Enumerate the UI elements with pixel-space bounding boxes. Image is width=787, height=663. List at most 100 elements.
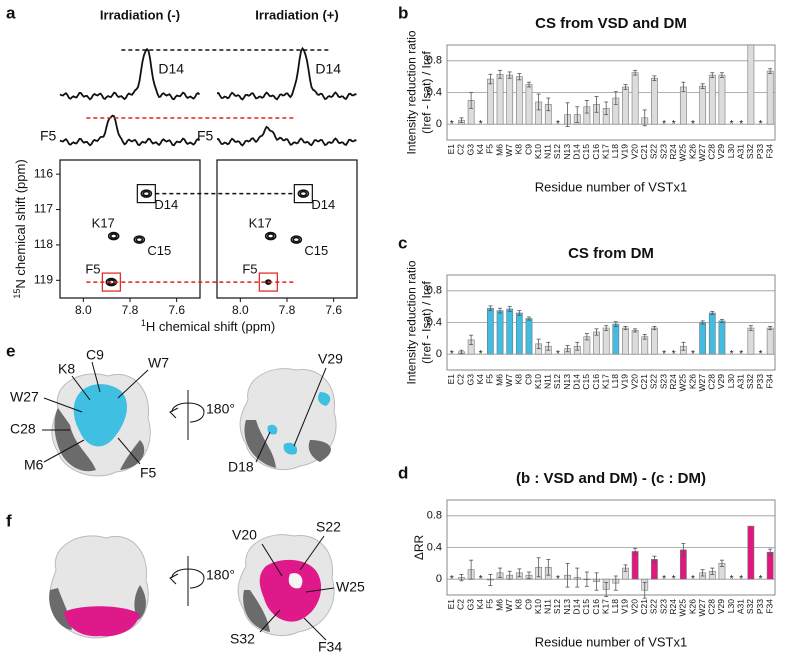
residue-label: S32 — [230, 631, 255, 647]
y-tick-label: 0.4 — [427, 86, 442, 98]
error-bar — [681, 341, 686, 351]
x-axis-label: Residue number of VSTx1 — [535, 179, 687, 194]
surface — [73, 384, 127, 447]
x-tick-label: S22 — [649, 144, 659, 159]
structure-e — [42, 361, 337, 477]
error-bar — [594, 572, 599, 591]
value-label: * — [691, 119, 695, 130]
y-tick-label: 0.8 — [427, 510, 442, 522]
x-tick-label: N11 — [543, 374, 553, 389]
x-tick-label: V29 — [716, 374, 726, 389]
error-bar — [565, 562, 570, 588]
chart-title: CS from DM — [568, 245, 654, 262]
y-tick-label: 0 — [436, 118, 442, 130]
y-axis-label: (Iref - Isat) / Iref — [420, 281, 434, 364]
residue-label: V29 — [318, 351, 343, 367]
value-label: * — [662, 349, 666, 360]
residue-label: W7 — [148, 355, 169, 371]
x-tick-label: L18 — [610, 374, 620, 388]
value-label: * — [556, 349, 560, 360]
x-tick-label: C28 — [707, 599, 717, 615]
error-bar — [488, 574, 493, 586]
y-tick-label: 0.8 — [427, 285, 442, 297]
bar — [718, 320, 726, 355]
bar — [515, 312, 523, 355]
error-bar — [748, 325, 753, 331]
surface — [64, 606, 140, 637]
panel-letter: f — [6, 511, 12, 530]
x-tick-label: S32 — [745, 599, 755, 614]
x-tick-label: C21 — [639, 599, 649, 615]
panel-letter: b — [398, 3, 408, 22]
x-tick-label: S23 — [658, 144, 668, 159]
panel-letter: e — [6, 341, 15, 360]
contour — [292, 236, 301, 243]
value-label: * — [556, 119, 560, 130]
bar — [747, 525, 755, 580]
y-tick-label: 117 — [34, 202, 53, 216]
x-tick-label: W25 — [678, 374, 688, 392]
x-tick-label: N13 — [562, 374, 572, 390]
panel-letter: d — [398, 463, 408, 482]
x-tick-label: V19 — [620, 374, 630, 389]
error-bar — [469, 92, 474, 109]
bar — [766, 327, 774, 355]
value-label: * — [479, 349, 483, 360]
x-tick-label: K17 — [600, 599, 610, 614]
bar — [506, 74, 514, 125]
plot-frame — [446, 274, 776, 371]
residue-label: V20 — [232, 527, 257, 543]
bar — [612, 323, 620, 355]
contour — [133, 235, 146, 244]
bar — [515, 76, 523, 125]
peak-label: K17 — [92, 216, 115, 231]
rotation-label: 180° — [206, 401, 235, 417]
x-tick-label: S12 — [552, 144, 562, 159]
peak-label: D14 — [154, 197, 178, 212]
x-tick-label: K17 — [600, 144, 610, 159]
error-bar — [584, 571, 589, 587]
x-tick-label: K8 — [514, 144, 524, 155]
y-axis-label: (Iref - Isat) / Iref — [420, 51, 434, 134]
x-tick-label: W27 — [697, 599, 707, 617]
contour — [266, 233, 275, 239]
x-tick-label: M6 — [494, 374, 504, 386]
value-label: * — [730, 119, 734, 130]
x-tick-label: V20 — [629, 374, 639, 389]
x-tick-label: 8.0 — [75, 303, 92, 317]
error-bar — [719, 72, 724, 78]
y-tick-label: 116 — [34, 166, 53, 180]
bar — [651, 77, 658, 125]
spectrum-frame — [59, 159, 201, 299]
error-bar — [517, 73, 522, 81]
x-tick-label: N11 — [543, 144, 553, 159]
y-axis-label: 15N chemical shift (ppm) — [12, 159, 28, 298]
x-tick-label: P33 — [755, 599, 765, 614]
residue-label: S22 — [316, 519, 341, 535]
x-tick-label: C15 — [581, 144, 591, 160]
bar — [766, 70, 774, 125]
bar — [679, 86, 687, 125]
x-tick-label: F5 — [485, 599, 495, 609]
bar — [496, 73, 504, 125]
nmr-trace — [59, 47, 201, 101]
error-bar — [536, 93, 541, 111]
error-bar — [498, 567, 503, 578]
error-bar — [681, 81, 686, 93]
x-tick-label: S22 — [649, 374, 659, 389]
x-tick-label: R24 — [668, 599, 678, 615]
x-tick-label: F5 — [485, 144, 495, 154]
contour — [142, 190, 151, 197]
x-tick-label: R24 — [668, 374, 678, 390]
leader-lines — [42, 361, 327, 465]
value-label: * — [739, 349, 743, 360]
value-label: * — [672, 119, 676, 130]
surface — [54, 408, 96, 472]
bar — [487, 307, 494, 355]
spectrum-frame — [216, 159, 358, 299]
x-tick-label: A31 — [735, 374, 745, 389]
contour — [290, 235, 303, 244]
panel-letter: c — [398, 233, 407, 252]
error-bar — [633, 69, 638, 76]
